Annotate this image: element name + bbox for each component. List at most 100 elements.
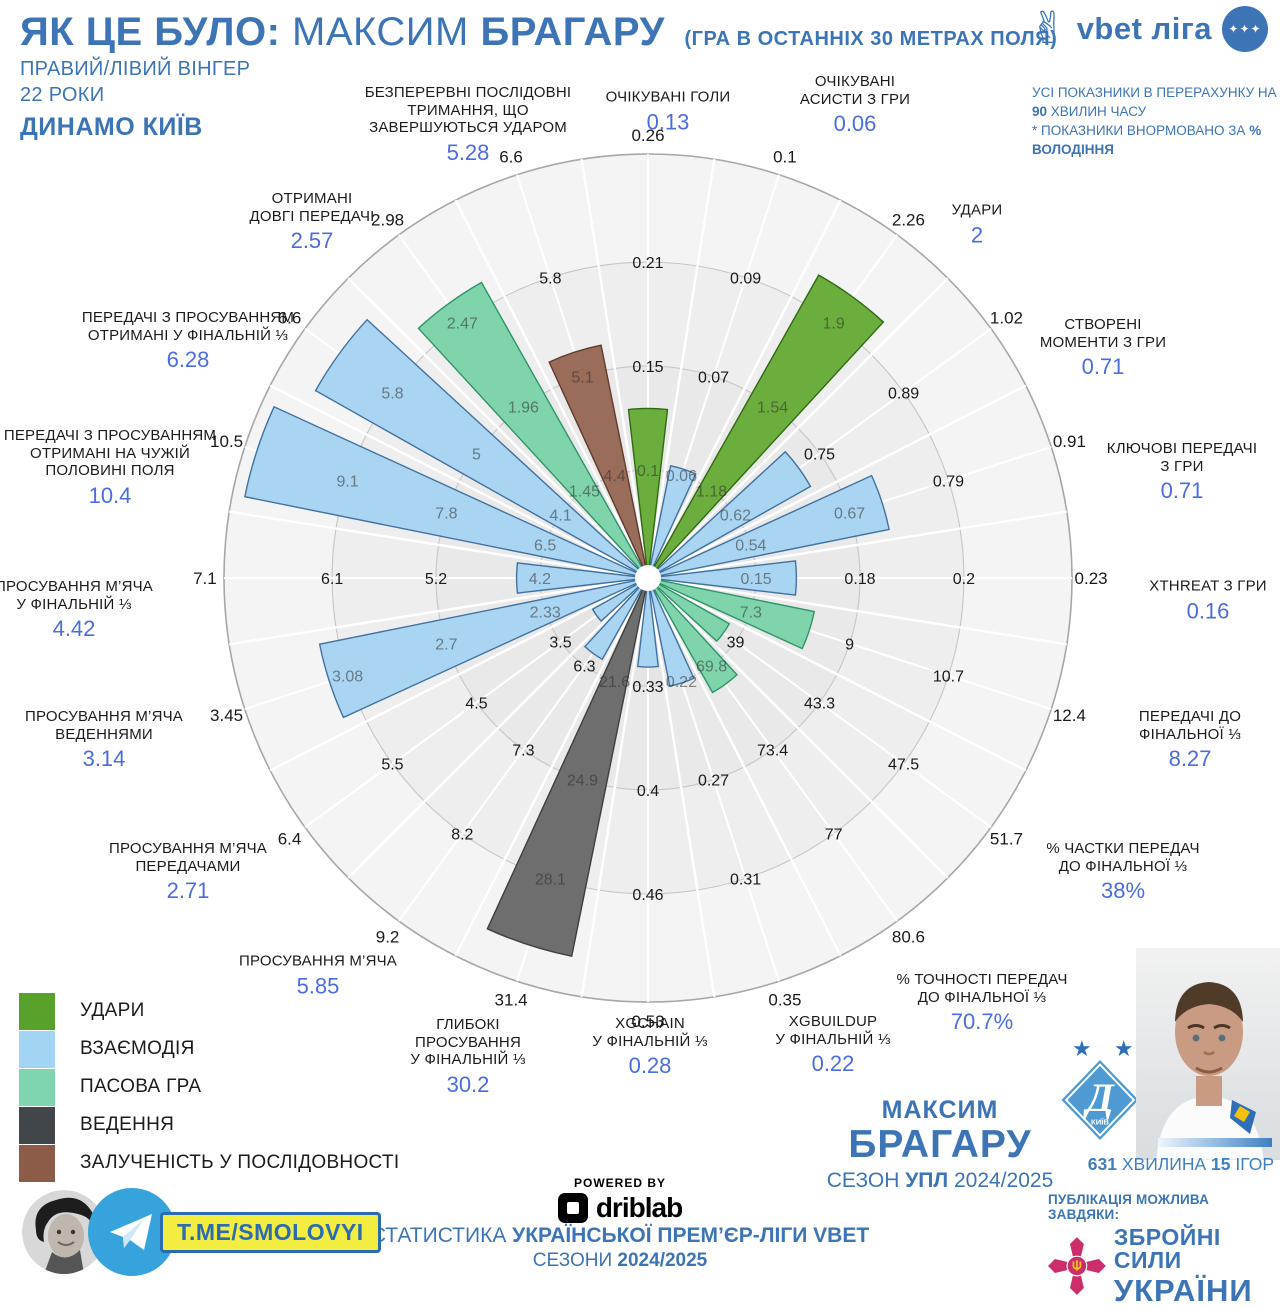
- tick: 0.31: [730, 871, 761, 888]
- tick: 0.46: [632, 887, 663, 904]
- tick: 6.1: [321, 571, 343, 588]
- armed-forces-cross-icon: [1048, 1237, 1106, 1295]
- tick: 0.62: [720, 507, 751, 524]
- metric-value: 2.71: [166, 878, 210, 904]
- tick-outer: 0.35: [768, 990, 801, 1009]
- legend-item-2: ПАСОВА ГРА: [18, 1067, 399, 1107]
- tick: 0.2: [953, 571, 975, 588]
- radial-gridline: [229, 579, 633, 646]
- metric-label-12: ПРОСУВАННЯ М’ЯЧА 5.85: [188, 953, 448, 1000]
- tick: 2.47: [447, 315, 478, 332]
- season-league: УПЛ: [905, 1169, 949, 1192]
- metric-label-19: БЕЗПЕРЕРВНІ ПОСЛІДОВНІ ТРИМАННЯ, ЩО ЗАВЕ…: [338, 84, 598, 166]
- metric-label-0: ОЧІКУВАНІ ГОЛИ 0.13: [538, 89, 798, 136]
- footer-text: СТАТИСТИКА: [370, 1224, 513, 1247]
- season-text: СЕЗОН: [826, 1169, 906, 1192]
- player-club: ДИНАМО КИЇВ: [20, 113, 203, 141]
- metric-name: БЕЗПЕРЕРВНІ ПОСЛІДОВНІ ТРИМАННЯ, ЩО ЗАВЕ…: [364, 83, 572, 137]
- tick-outer: 0.91: [1053, 432, 1086, 451]
- legend-label: ВЕДЕННЯ: [80, 1114, 175, 1135]
- tick: 8.2: [451, 827, 473, 844]
- radial-gridline: [654, 199, 842, 565]
- metric-label-5: XTHREAT З ГРИ 0.16: [1078, 578, 1280, 625]
- legend-swatch: [18, 1143, 56, 1183]
- tick: 4.5: [465, 696, 487, 713]
- tick: 0.27: [698, 773, 729, 790]
- metric-label-6: ПЕРЕДАЧІ ДО ФІНАЛЬНОЇ ⅓ 8.27: [1060, 708, 1280, 772]
- tick: 0.4: [637, 783, 659, 800]
- tick: 6.3: [573, 658, 595, 675]
- metric-value: 0.06: [833, 111, 877, 137]
- tick-outer: 2.26: [892, 211, 925, 230]
- tick: 0.07: [698, 369, 729, 386]
- metric-value: 0.28: [628, 1053, 672, 1079]
- page-title: ЯК ЦЕ БУЛО: МАКСИМ БРАГАРУ (ГРА В ОСТАНН…: [20, 10, 1057, 55]
- tick: 2.7: [435, 637, 457, 654]
- tick: 4.2: [529, 571, 551, 588]
- powered-by-label: POWERED BY: [573, 1176, 666, 1190]
- tick: 77: [825, 827, 843, 844]
- tick: 9: [845, 637, 854, 654]
- metric-value: 0.22: [811, 1051, 855, 1077]
- dynamo-kyiv-logo: Д КИЇВ: [1060, 1058, 1140, 1147]
- tick: 24.9: [567, 773, 598, 790]
- legend-label: ЗАЛУЧЕНІСТЬ У ПОСЛІДОВНОСТІ: [80, 1152, 400, 1173]
- note-text: УСІ ПОКАЗНИКИ В ПЕРЕРАХУНКУ НА: [1032, 85, 1277, 100]
- tick: 1.54: [757, 399, 788, 416]
- pizza-chart: 0.26 0.21 0.15 0.1 0.1 0.09 0.07 0.06 2.26 1.9 1.5…: [193, 126, 1108, 1031]
- metric-value: 2: [970, 222, 984, 248]
- player-position: ПРАВИЙ/ЛІВИЙ ВІНГЕР: [20, 58, 251, 80]
- radial-gridline: [663, 510, 1067, 577]
- vbet-liga-logo: ✌ vbet ліга ✦✦✦: [1030, 6, 1268, 52]
- metric-value: 8.27: [1168, 746, 1212, 772]
- tick-outer: 2.98: [371, 211, 404, 230]
- metric-value: 70.7%: [950, 1009, 1014, 1035]
- tick-outer: 6.6: [499, 148, 523, 167]
- tick: 0.18: [844, 571, 875, 588]
- metric-label-1: ОЧІКУВАНІ АСИСТИ З ГРИ 0.06: [725, 73, 985, 137]
- note-bold-90: 90: [1032, 103, 1048, 119]
- tick-outer: 10.5: [210, 432, 243, 451]
- metric-label-15: ПРОСУВАННЯ М’ЯЧА У ФІНАЛЬНІЙ ⅓ 4.42: [0, 578, 204, 642]
- radial-gridline: [347, 588, 638, 879]
- tick: 43.3: [804, 696, 835, 713]
- note-bold-possession: ВОЛОДІННЯ: [1032, 141, 1114, 157]
- telegram-badge: T.ME/SMOLOVYI: [22, 1188, 381, 1276]
- tick: 9.1: [336, 473, 358, 490]
- player-card: МАКСИМ БРАГАРУ СЕЗОН УПЛ 2024/2025: [820, 1096, 1060, 1193]
- driblab-wordmark: driblab: [595, 1192, 683, 1223]
- legend-label: УДАРИ: [80, 1000, 145, 1021]
- radial-gridline: [454, 199, 642, 565]
- vbet-wordmark: vbet ліга: [1076, 11, 1212, 46]
- metric-name: КЛЮЧОВІ ПЕРЕДАЧІ З ГРИ: [1106, 439, 1258, 475]
- metric-label-2: УДАРИ 2: [847, 202, 1107, 249]
- minutes-value: 631: [1087, 1154, 1117, 1174]
- tick-outer: 31.4: [495, 990, 528, 1009]
- metric-label-9: XGBUILDUP У ФІНАЛЬНІЙ ⅓ 0.22: [703, 1013, 963, 1077]
- tick-outer: 80.6: [892, 927, 925, 946]
- tick: 1.18: [696, 484, 727, 501]
- metric-name: XGCHAIN У ФІНАЛЬНІЙ ⅓: [592, 1014, 708, 1050]
- footer-text: СЕЗОНИ: [532, 1250, 618, 1271]
- dynamo-city: КИЇВ: [1091, 1118, 1109, 1127]
- title-player-first: МАКСИМ: [292, 10, 469, 54]
- svg-text:Д: Д: [1082, 1075, 1115, 1120]
- metric-name: ПЕРЕДАЧІ З ПРОСУВАННЯМ ОТРИМАНІ НА ЧУЖІЙ…: [3, 426, 217, 480]
- title-suffix: (ГРА В ОСТАННІХ 30 МЕТРАХ ПОЛЯ): [684, 28, 1058, 50]
- metric-name: СТВОРЕНІ МОМЕНТИ З ГРИ: [1039, 315, 1167, 351]
- metric-label-17: ПЕРЕДАЧІ З ПРОСУВАННЯМ ОТРИМАНІ У ФІНАЛЬ…: [58, 309, 318, 373]
- tick: 3.08: [332, 669, 363, 686]
- tick: 0.15: [632, 359, 663, 376]
- metric-name: ПЕРЕДАЧІ ДО ФІНАЛЬНОЇ ⅓: [1138, 707, 1242, 743]
- tick: 0.54: [735, 538, 766, 555]
- player-first-name: МАКСИМ: [881, 1096, 999, 1124]
- player-last-name: БРАГАРУ: [848, 1123, 1032, 1166]
- tick: 0.89: [888, 385, 919, 402]
- dynamo-crest: Д КИЇВ: [1061, 1060, 1139, 1140]
- author-avatar: [22, 1190, 106, 1274]
- metric-label-18: ОТРИМАНІ ДОВГІ ПЕРЕДАЧІ 2.57: [182, 190, 442, 254]
- radial-gridline: [580, 593, 647, 997]
- normalization-note: УСІ ПОКАЗНИКИ В ПЕРЕРАХУНКУ НА 90 ХВИЛИН…: [1032, 84, 1277, 160]
- header: ЯК ЦЕ БУЛО: МАКСИМ БРАГАРУ (ГРА В ОСТАНН…: [20, 10, 1057, 142]
- radial-gridline: [661, 384, 1027, 572]
